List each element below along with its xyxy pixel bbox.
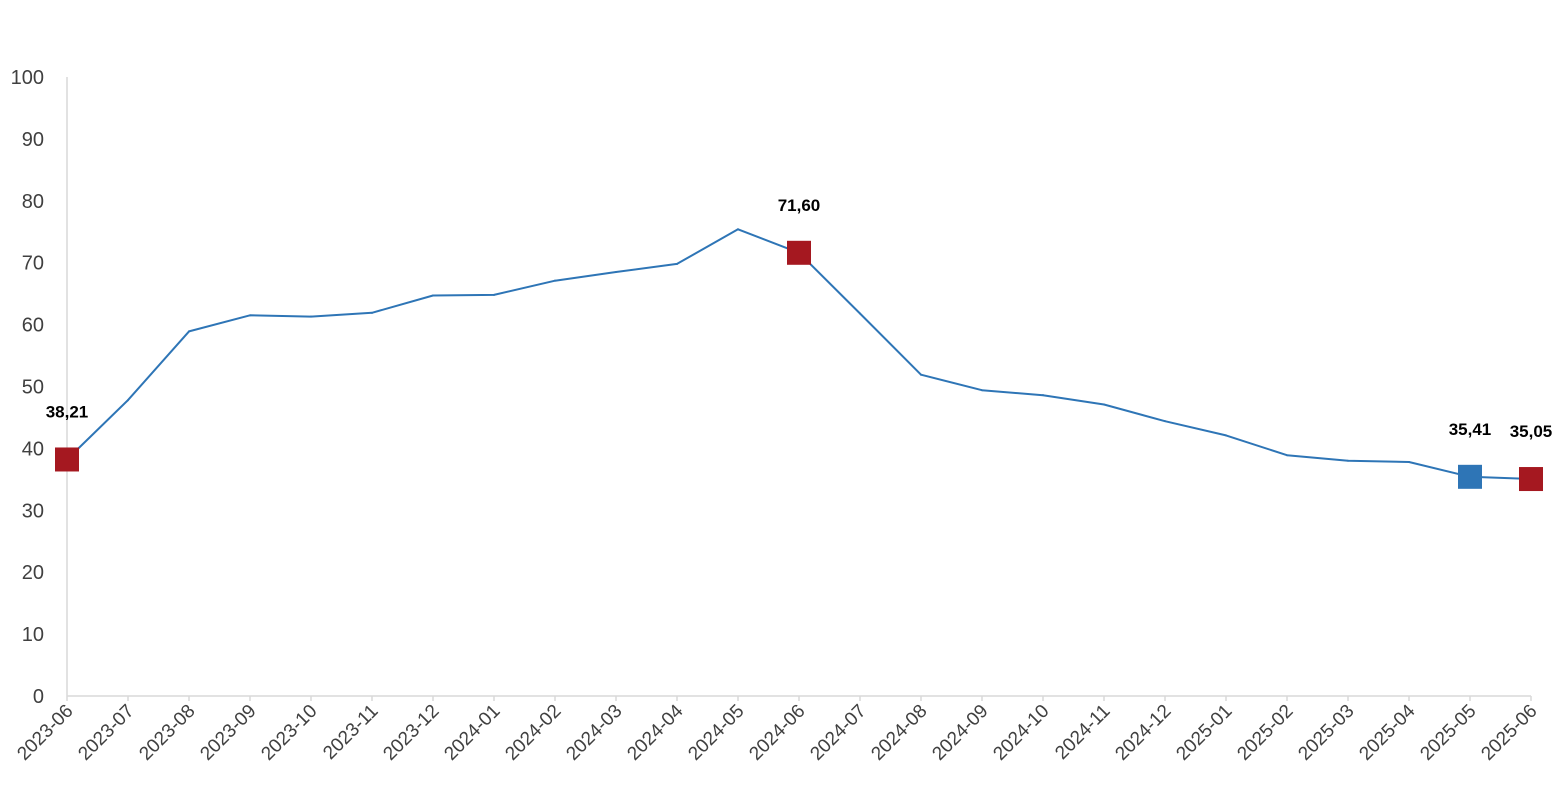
series-line [66,228,1532,480]
y-tick-label: 60 [22,315,44,337]
x-tick-label: 2025-05 [1416,701,1480,765]
x-tick-label: 2024-11 [1051,701,1114,764]
data-point [310,315,312,318]
data-point [1225,434,1227,437]
x-tick-label: 2025-02 [1233,701,1297,765]
y-tick-label: 100 [11,67,44,89]
x-tick-label: 2025-03 [1294,701,1358,765]
data-point [1408,461,1410,464]
x-tick-label: 2024-09 [928,701,992,765]
highlight-marker [55,447,79,472]
data-point [493,293,495,296]
x-tick-label: 2024-06 [745,701,809,765]
x-tick-label: 2024-02 [501,701,565,765]
series-group [66,228,1532,481]
y-axis: 0 10 20 30 40 50 60 70 80 90 100 [11,67,68,708]
y-tick-label: 50 [22,377,44,399]
x-tick-label: 2023-07 [74,701,138,765]
data-point [554,279,556,282]
x-tick-label: 2024-04 [623,700,687,764]
y-tick-label: 20 [22,562,44,584]
x-tick-label: 2024-08 [867,701,931,765]
data-point [1286,454,1288,457]
y-tick-label: 40 [22,438,44,460]
data-point [1347,459,1349,462]
data-point [615,270,617,273]
x-tick-label: 2023-11 [319,701,382,764]
data-label: 71,60 [778,196,821,215]
x-tick-label: 2023-09 [196,701,260,765]
data-point [859,312,861,315]
highlight-marker [1519,467,1543,492]
data-point [676,262,678,265]
data-point [371,311,373,314]
data-point [920,373,922,376]
y-tick-label: 30 [22,500,44,522]
x-axis: 2023-062023-072023-082023-092023-102023-… [13,695,1542,765]
highlight-markers [55,240,1543,492]
data-point [1164,420,1166,423]
data-point [188,330,190,333]
x-tick-label: 2024-05 [684,701,748,765]
data-point [1042,394,1044,397]
data-label: 38,21 [46,402,89,421]
highlight-marker [1458,464,1482,489]
x-tick-label: 2025-04 [1355,700,1419,764]
x-tick-label: 2023-12 [379,701,443,765]
y-tick-label: 70 [22,253,44,275]
x-tick-label: 2023-08 [135,701,199,765]
data-point [1103,403,1105,406]
highlight-marker [787,240,811,265]
x-tick-label: 2025-06 [1477,701,1541,765]
x-tick-label: 2024-01 [440,701,504,765]
y-tick-label: 10 [22,624,44,646]
data-labels: 38,21 71,60 35,41 35,05 [46,196,1553,441]
data-point [432,294,434,297]
data-label: 35,41 [1449,420,1492,439]
data-point [127,399,129,402]
x-tick-label: 2025-01 [1172,701,1236,765]
x-tick-label: 2024-10 [989,701,1053,765]
x-tick-label: 2024-12 [1111,701,1175,765]
y-tick-label: 0 [33,686,44,708]
y-tick-label: 80 [22,191,44,213]
y-tick-label: 90 [22,129,44,151]
data-label: 35,05 [1510,422,1553,441]
x-tick-label: 2024-03 [562,701,626,765]
data-point [249,314,251,317]
x-tick-label: 2023-10 [257,701,321,765]
data-point [737,228,739,231]
x-tick-label: 2023-06 [13,701,77,765]
x-tick-label: 2024-07 [806,701,870,765]
data-point [981,389,983,392]
